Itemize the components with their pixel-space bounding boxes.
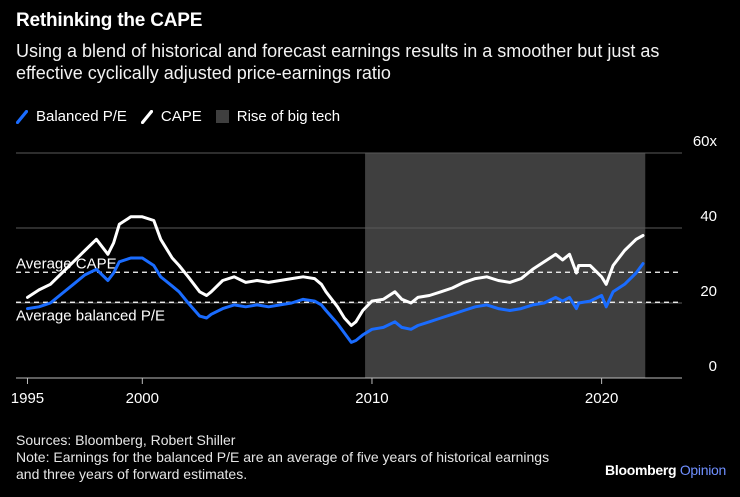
legend-label-big-tech: Rise of big tech <box>236 108 341 125</box>
y-tick-label-0: 0 <box>709 358 717 375</box>
chart-footer: Sources: Bloomberg, Robert Shiller Note:… <box>16 432 576 483</box>
shaded-region-big-tech <box>365 153 646 378</box>
legend-item-big-tech: Rise of big tech <box>215 108 341 125</box>
legend-area-icon-big-tech <box>215 110 229 123</box>
x-tick-label-2000: 2000 <box>126 390 159 407</box>
legend-item-cape: CAPE <box>140 108 202 125</box>
chart-title: Rethinking the CAPE <box>16 10 203 31</box>
series-line-cape <box>26 215 645 327</box>
reference-line-label-0: Average CAPE <box>16 255 117 272</box>
y-tick-label-60: 60x <box>693 133 718 150</box>
x-tick-label-1995: 1995 <box>11 390 44 407</box>
reference-line-label-1: Average balanced P/E <box>16 307 165 324</box>
legend-label-cape: CAPE <box>160 108 202 125</box>
x-tick-label-2010: 2010 <box>355 390 388 407</box>
brand-suffix: Opinion <box>679 462 726 478</box>
legend-label-balanced-pe: Balanced P/E <box>36 108 127 125</box>
brand-name: Bloomberg <box>605 462 677 478</box>
methodology-note: Note: Earnings for the balanced P/E are … <box>16 449 550 482</box>
x-tick-label-2020: 2020 <box>585 390 618 407</box>
y-tick-label-40: 40 <box>700 208 717 225</box>
y-tick-label-20: 20 <box>700 283 717 300</box>
legend: Balanced P/E CAPE Rise of big tech <box>16 108 354 125</box>
legend-line-icon-balanced-pe <box>16 109 28 124</box>
legend-item-balanced-pe: Balanced P/E <box>16 108 127 125</box>
legend-line-icon-cape <box>140 109 153 124</box>
chart-subtitle: Using a blend of historical and forecast… <box>16 41 660 83</box>
brand-logo: Bloomberg Opinion <box>605 462 726 478</box>
series-line-balanced-p-e <box>26 256 645 344</box>
sources-note: Sources: Bloomberg, Robert Shiller <box>16 432 236 448</box>
